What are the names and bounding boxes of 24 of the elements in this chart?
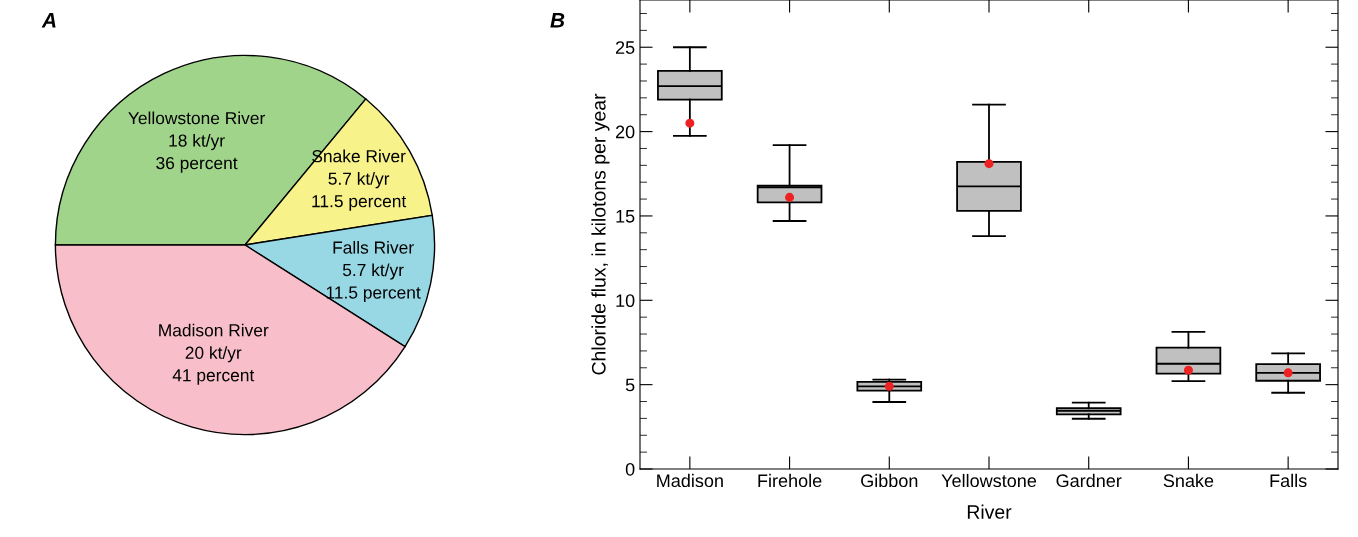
data-label: 5.7 kt/yr 11.5 percent bbox=[312, 172, 407, 211]
data-label: 5.7 kt/yr 11.5 percent bbox=[326, 263, 421, 303]
slice-label: Yellowstone River bbox=[128, 111, 265, 125]
x-tick-label: Gibbon bbox=[861, 473, 918, 488]
y-tick-label: 10 bbox=[616, 294, 635, 308]
y-tick-label: 0 bbox=[625, 462, 635, 476]
y-tick-label: 15 bbox=[616, 210, 635, 223]
y-tick-label: 20 bbox=[615, 125, 635, 139]
x-tick-label: Snake bbox=[1163, 473, 1214, 488]
chart-title: B bbox=[550, 13, 565, 28]
y-tick-label: 25 bbox=[615, 41, 635, 54]
x-tick-label: Falls bbox=[1270, 473, 1307, 488]
slice-label: Madison River bbox=[159, 323, 269, 337]
data-label: 18 kt/yr 36 percent bbox=[156, 133, 238, 173]
slice-label: Falls River bbox=[333, 240, 414, 254]
x-tick-label: Yellowstone bbox=[941, 473, 1037, 488]
chart-title: A bbox=[41, 13, 56, 28]
y-axis-title: Chloride flux, in kilotons per year bbox=[591, 93, 610, 375]
data-label: 20 kt/yr 41 percent bbox=[172, 346, 255, 385]
y-tick-label: 5 bbox=[625, 378, 635, 392]
x-axis-title: River bbox=[967, 504, 1012, 519]
x-tick-label: Firehole bbox=[758, 473, 822, 488]
x-tick-label: Gardner bbox=[1056, 473, 1122, 488]
x-tick-label: Madison bbox=[657, 473, 723, 488]
